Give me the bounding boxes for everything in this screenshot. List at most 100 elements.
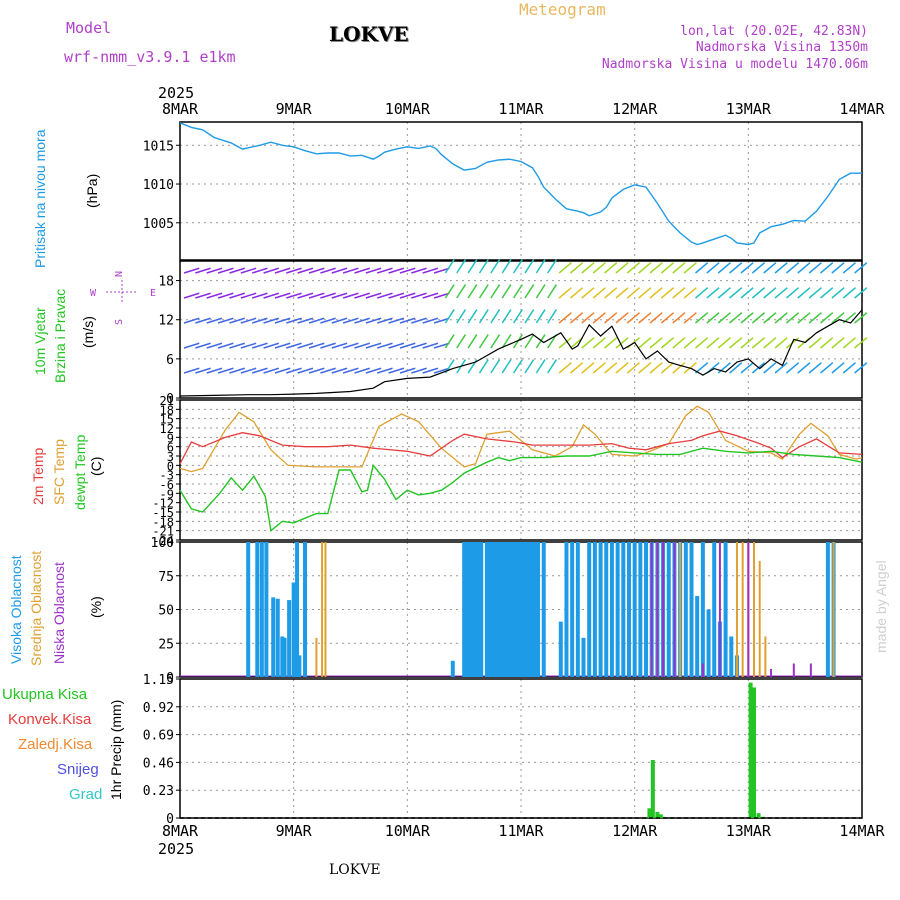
wind-arrow <box>399 317 416 324</box>
wind-arrow <box>501 259 512 274</box>
y-tick-label: -24 <box>152 534 174 548</box>
wind-arrow <box>695 312 709 324</box>
wind-arrow <box>478 309 489 324</box>
wind-arrow <box>286 292 302 299</box>
y-tick-label: 6 <box>167 441 174 455</box>
wind-arrow <box>411 317 427 324</box>
wind-arrow <box>320 342 336 349</box>
wind-arrow <box>263 317 280 324</box>
cloud-bar-high <box>536 542 541 677</box>
wind-arrow <box>251 342 268 349</box>
y-tick-label: 1.15 <box>143 673 174 688</box>
x-tick-label-bottom: 13MAR <box>726 822 772 840</box>
wind-arrow <box>206 317 223 324</box>
wind-arrow <box>365 317 382 324</box>
wind-arrow <box>569 262 584 274</box>
cloud-bar-high <box>505 542 510 677</box>
wind-arrow <box>377 292 393 299</box>
wind-arrow <box>581 312 595 324</box>
wind-arrow <box>286 267 302 274</box>
sfc-temp-line <box>179 405 863 473</box>
wind-arrow <box>547 359 558 374</box>
wind-arrow <box>320 317 336 324</box>
model-name-text: wrf-nmm_v3.9.1 e1km <box>64 48 236 66</box>
wind-arrow <box>308 342 325 349</box>
wind-arrow <box>320 292 336 299</box>
cloud-bar-high <box>475 542 480 677</box>
wind-arrow <box>854 287 868 299</box>
wind-arrow <box>308 267 325 274</box>
cloud-bar-high <box>280 636 285 677</box>
wind-arrow <box>729 262 743 274</box>
cloud-bar-low <box>792 663 795 677</box>
wind-arrow <box>717 337 731 349</box>
wind-arrow <box>501 334 512 349</box>
cloud-bar-high <box>450 660 455 677</box>
wind-arrow <box>592 337 606 349</box>
cloud-bar-mid <box>679 542 682 677</box>
wind-arrow <box>854 362 868 374</box>
cloud-bar-high <box>558 621 563 677</box>
cloud-bar-high <box>564 542 569 677</box>
wind-arrow <box>820 337 834 349</box>
wind-arrow <box>535 259 546 274</box>
wind-arrow <box>763 337 777 349</box>
cloud-bar-high <box>700 542 705 677</box>
y-tick-label: -12 <box>152 497 174 511</box>
cloud-bar-mid <box>735 542 738 677</box>
y-tick-label: 1005 <box>143 217 174 232</box>
cloud-bar-high <box>259 542 264 677</box>
y-tick-label: 1010 <box>143 178 174 193</box>
wind-arrow <box>751 287 766 299</box>
wind-arrow <box>433 292 450 299</box>
dewpoint-label: dewpt Temp <box>72 434 88 510</box>
cloud-bar-mid <box>832 542 835 677</box>
wind-arrow <box>274 317 291 324</box>
wind-arrow <box>422 317 439 324</box>
wind-arrow <box>729 362 743 374</box>
temp2m-label: 2m Temp <box>30 447 46 505</box>
wind-arrow <box>478 259 489 274</box>
cloud-bar-high <box>621 542 626 677</box>
x-tick-label-top: 13MAR <box>726 100 772 118</box>
legend-convective-rain: Konvek.Kisa <box>8 711 92 728</box>
wind-arrow <box>831 287 845 299</box>
wind-arrow <box>467 284 478 299</box>
pressure-label: Pritisak na nivou mora <box>32 129 48 268</box>
wind-arrow <box>740 262 754 274</box>
cloud-bar-high <box>287 600 292 677</box>
wind-arrow <box>229 317 245 324</box>
wind-arrow <box>251 367 268 374</box>
meteogram-title: Meteogram <box>519 0 606 19</box>
wind-arrow <box>729 312 743 324</box>
wind-arrow <box>297 367 314 374</box>
wind-arrow <box>774 362 788 374</box>
wind-arrow <box>535 284 546 299</box>
wind-arrow <box>399 342 416 349</box>
wind-arrow <box>377 317 393 324</box>
wind-arrow <box>365 292 382 299</box>
wind-arrow <box>354 292 371 299</box>
wind-arrow <box>831 362 845 374</box>
wind-arrow <box>195 292 211 299</box>
cloud-bar-high <box>644 542 649 677</box>
cloud-bar-low <box>718 542 721 677</box>
wind-arrow <box>638 287 652 299</box>
wind-arrow <box>797 287 811 299</box>
wind-arrow <box>604 262 618 274</box>
wind-arrow <box>672 337 686 349</box>
wind-arrow <box>433 267 450 274</box>
model-label: Model <box>66 19 111 37</box>
wind-arrow <box>558 312 572 324</box>
wind-arrow <box>422 367 439 374</box>
wind-arrow <box>501 309 512 324</box>
wind-arrow <box>774 337 788 349</box>
meteogram-title-text: Meteogram <box>519 0 606 19</box>
cloud-unit: (%) <box>88 596 104 618</box>
wind-arrow <box>672 362 686 374</box>
temp2m-line <box>179 430 863 465</box>
compass-south: S <box>114 319 125 325</box>
wind-arrow <box>763 287 777 299</box>
wind-arrow <box>444 284 455 299</box>
